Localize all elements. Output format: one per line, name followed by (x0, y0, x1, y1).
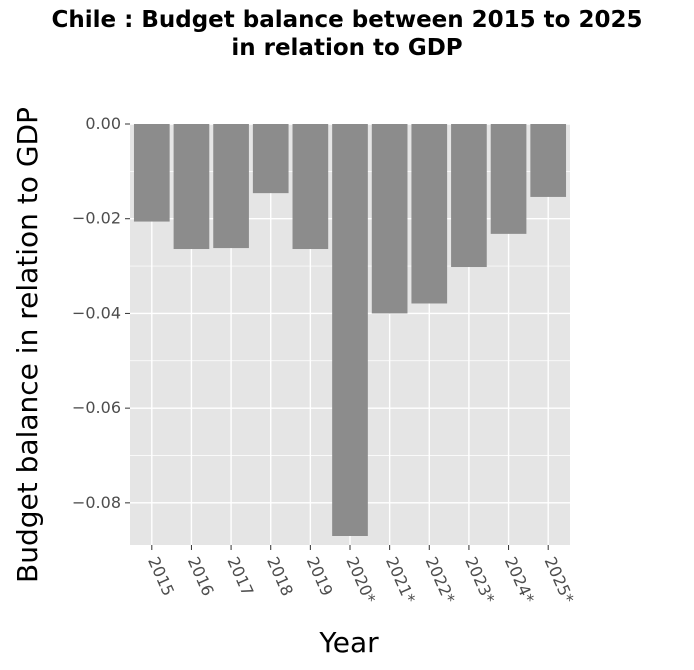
chart-title-line-1: Chile : Budget balance between 2015 to 2… (51, 7, 643, 33)
x-tick-label: 2021* (382, 554, 419, 606)
x-axis-ticks: 2015 2016 2017 2018 2019 2020* 2021* 2022* 2023*… (144, 545, 578, 606)
bar (173, 124, 210, 250)
bar (411, 124, 448, 304)
bar (133, 124, 170, 222)
x-tick-label: 2017 (223, 554, 257, 599)
bar (252, 124, 289, 194)
y-tick-label: −0.06 (72, 398, 121, 417)
x-axis-title: Year (318, 626, 379, 659)
y-axis-ticks: 0.00 −0.02 −0.04 −0.06 −0.08 (72, 114, 130, 512)
bar (371, 124, 408, 314)
x-tick-label: 2019 (303, 554, 337, 599)
x-tick-label: 2018 (263, 554, 297, 599)
y-tick-label: −0.04 (72, 303, 121, 322)
bar (292, 124, 329, 250)
bars (133, 124, 567, 537)
chart-title: Chile : Budget balance between 2015 to 2… (0, 6, 694, 62)
x-tick-label: 2015 (144, 554, 178, 599)
bar (530, 124, 567, 197)
y-tick-label: −0.02 (72, 209, 121, 228)
x-tick-label: 2024* (501, 554, 538, 606)
x-tick-label: 2020* (342, 554, 379, 606)
bar (332, 124, 368, 537)
chart-title-line-2: in relation to GDP (231, 35, 463, 61)
y-tick-label: −0.08 (72, 493, 121, 512)
bar (490, 124, 527, 234)
x-tick-label: 2022* (422, 554, 459, 606)
x-tick-label: 2025* (541, 554, 578, 606)
y-axis-title: Budget balance in relation to GDP (11, 107, 44, 583)
x-tick-label: 2016 (184, 554, 218, 599)
bar (213, 124, 249, 249)
x-tick-label: 2023* (461, 554, 498, 606)
bar (451, 124, 487, 268)
y-tick-label: 0.00 (85, 114, 121, 133)
